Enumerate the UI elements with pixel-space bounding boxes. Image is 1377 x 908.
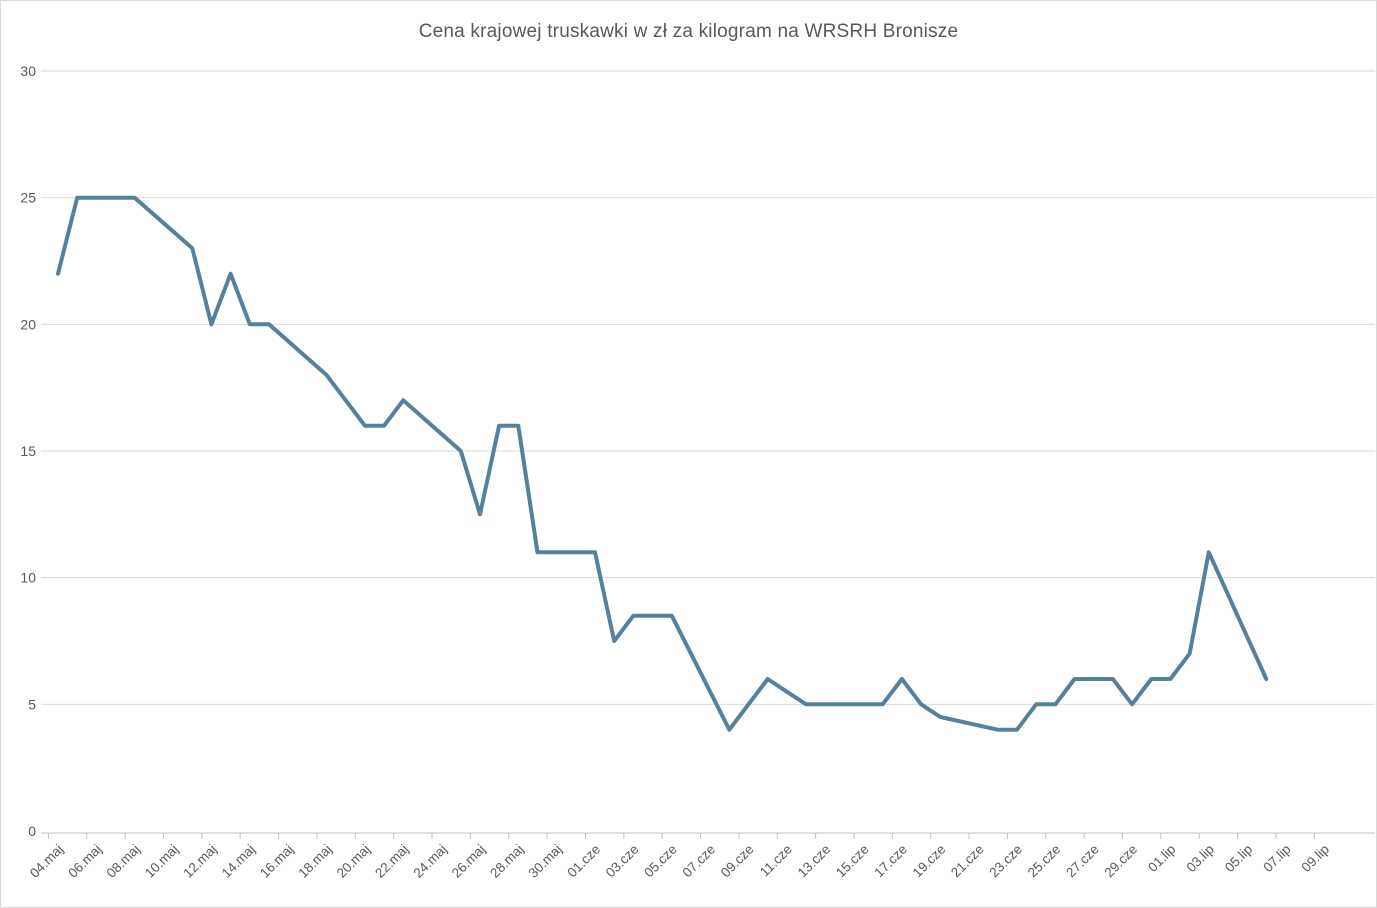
x-axis-label: 13.cze [795, 842, 834, 881]
y-axis-label: 10 [20, 570, 36, 586]
x-axis-label: 23.cze [986, 842, 1025, 881]
x-axis-label: 06.maj [65, 842, 104, 881]
x-axis-label: 28.maj [487, 842, 526, 881]
x-axis-label: 11.cze [757, 842, 795, 880]
x-axis-label: 18.maj [295, 842, 334, 881]
x-axis-label: 24.maj [410, 842, 449, 881]
x-axis-label: 09.lip [1299, 842, 1332, 875]
y-axis-label: 25 [20, 190, 36, 206]
x-axis-label: 10.maj [142, 842, 181, 881]
y-axis-label: 5 [28, 696, 36, 712]
x-axis-label: 08.maj [104, 842, 143, 881]
x-axis-label: 01.lip [1145, 842, 1178, 875]
x-axis-label: 25.cze [1025, 842, 1064, 881]
y-axis-label: 15 [20, 443, 36, 459]
x-axis-label: 29.cze [1101, 842, 1140, 881]
x-axis-label: 07.cze [680, 842, 719, 881]
x-axis-label: 26.maj [449, 842, 488, 881]
x-axis-label: 01.cze [564, 842, 603, 881]
x-axis-label: 03.cze [603, 842, 642, 881]
x-axis-label: 30.maj [526, 842, 565, 881]
x-axis-label: 27.cze [1063, 842, 1102, 881]
x-axis-label: 05.lip [1222, 842, 1255, 875]
x-axis-label: 21.cze [948, 842, 987, 881]
x-axis-label: 17.cze [871, 842, 910, 881]
x-axis-label: 12.maj [180, 842, 219, 881]
x-axis-label: 05.cze [641, 842, 680, 881]
price-line [56, 195, 1269, 732]
chart-title: Cena krajowej truskawki w zł za kilogram… [418, 21, 959, 42]
x-axis-label: 20.maj [334, 842, 373, 881]
x-axis-label: 03.lip [1183, 842, 1216, 875]
y-axis-label: 30 [20, 63, 36, 79]
x-axis-label: 16.maj [257, 842, 296, 881]
x-axis-label: 15.cze [833, 842, 872, 881]
x-axis-label: 19.cze [910, 842, 949, 881]
x-axis-label: 04.maj [27, 842, 66, 881]
x-axis-label: 07.lip [1260, 842, 1293, 875]
x-axis-label: 14.maj [219, 842, 258, 881]
y-axis-label: 0 [28, 823, 36, 839]
x-axis-label: 22.maj [372, 842, 411, 881]
x-axis-label: 09.cze [718, 842, 757, 881]
y-axis-label: 20 [20, 316, 36, 332]
